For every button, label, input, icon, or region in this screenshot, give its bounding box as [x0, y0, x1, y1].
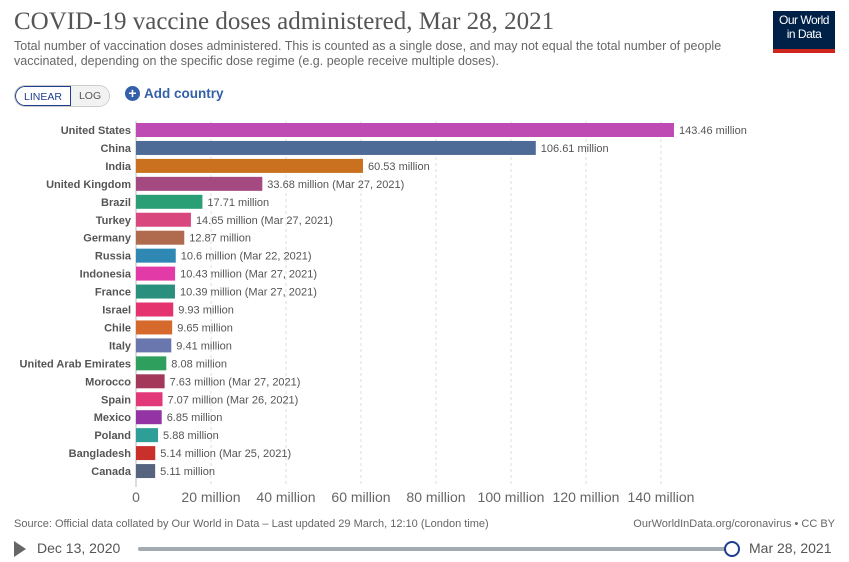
value-label: 7.07 million (Mar 26, 2021) [168, 394, 299, 406]
timeline-end: Mar 28, 2021 [749, 540, 832, 556]
value-label: 8.08 million [171, 358, 227, 370]
bar [136, 176, 263, 191]
value-label: 17.71 million [207, 197, 269, 209]
play-icon[interactable] [14, 541, 26, 557]
value-label: 14.65 million (Mar 27, 2021) [196, 215, 333, 227]
value-label: 10.39 million (Mar 27, 2021) [180, 287, 317, 299]
bar [136, 356, 167, 371]
bar [136, 230, 185, 245]
bar [136, 158, 363, 173]
bar-chart: 0 20 million 40 million 60 million 80 millio… [20, 121, 747, 505]
category-label: Turkey [96, 215, 132, 227]
bar [136, 446, 156, 461]
value-label: 5.88 million [163, 430, 219, 442]
scale-toggle: LINEAR LOG [14, 85, 111, 107]
category-label: United States [61, 125, 131, 137]
category-label: Mexico [94, 412, 132, 424]
value-label: 5.11 million [160, 466, 215, 478]
owid-logo[interactable]: Our World in Data [773, 11, 835, 53]
bar [136, 140, 536, 155]
value-label: 10.43 million (Mar 27, 2021) [180, 269, 317, 281]
add-country-label: Add country [144, 86, 224, 101]
value-label: 10.6 million (Mar 22, 2021) [181, 251, 312, 263]
category-label: Morocco [85, 376, 131, 388]
value-label: 143.46 million [679, 125, 747, 137]
category-label: Germany [83, 233, 132, 245]
x-tick-label: 120 million [553, 489, 620, 505]
log-button[interactable]: LOG [70, 86, 110, 106]
x-tick-label: 20 million [181, 489, 240, 505]
bar [136, 464, 156, 479]
bar [136, 392, 163, 407]
bar [136, 374, 165, 389]
value-label: 5.14 million (Mar 25, 2021) [160, 448, 291, 460]
bar [136, 410, 162, 425]
category-label: China [100, 143, 131, 155]
bar [136, 428, 159, 443]
chart-subtitle: Total number of vaccination doses admini… [14, 39, 722, 68]
bar [136, 284, 175, 299]
category-label: France [95, 287, 131, 299]
chart-title: COVID-19 vaccine doses administered, Mar… [14, 8, 555, 35]
add-country-button[interactable]: + Add country [125, 86, 224, 101]
bar [136, 212, 191, 227]
category-label: Canada [91, 466, 132, 478]
x-tick-label: 60 million [331, 489, 390, 505]
timeline-handle[interactable] [724, 541, 740, 557]
category-label: Poland [94, 430, 131, 442]
category-label: United Kingdom [46, 179, 131, 191]
category-label: Russia [95, 251, 132, 263]
value-label: 6.85 million [167, 412, 223, 424]
value-label: 9.41 million [176, 340, 232, 352]
category-label: Indonesia [80, 269, 132, 281]
category-label: Chile [104, 322, 131, 334]
source-note: Source: Official data collated by Our Wo… [14, 518, 489, 530]
x-tick-label: 80 million [406, 489, 465, 505]
bar [136, 302, 174, 317]
bar [136, 266, 176, 281]
credit-link[interactable]: OurWorldInData.org/coronavirus • CC BY [633, 518, 835, 530]
bar [136, 338, 172, 353]
bar [136, 123, 674, 137]
x-tick-label: 100 million [478, 489, 545, 505]
value-label: 9.65 million [177, 322, 233, 334]
category-label: Brazil [101, 197, 131, 209]
value-label: 7.63 million (Mar 27, 2021) [170, 376, 301, 388]
value-label: 33.68 million (Mar 27, 2021) [267, 179, 404, 191]
category-label: Israel [102, 305, 131, 317]
category-label: Spain [101, 394, 131, 406]
value-label: 106.61 million [541, 143, 609, 155]
category-label: Bangladesh [69, 448, 132, 460]
value-label: 12.87 million [189, 233, 251, 245]
linear-button[interactable]: LINEAR [15, 86, 71, 106]
bar [136, 194, 203, 209]
category-label: United Arab Emirates [20, 358, 131, 370]
bar [136, 248, 176, 263]
category-label: India [105, 161, 132, 173]
plus-icon: + [125, 86, 140, 101]
x-tick-label: 0 [132, 489, 140, 505]
category-label: Italy [109, 340, 132, 352]
timeline-slider[interactable] [138, 547, 732, 551]
value-label: 9.93 million [178, 305, 234, 317]
value-label: 60.53 million [368, 161, 430, 173]
x-tick-label: 140 million [628, 489, 695, 505]
x-tick-label: 40 million [256, 489, 315, 505]
timeline-start: Dec 13, 2020 [37, 540, 121, 556]
bar [136, 320, 173, 335]
